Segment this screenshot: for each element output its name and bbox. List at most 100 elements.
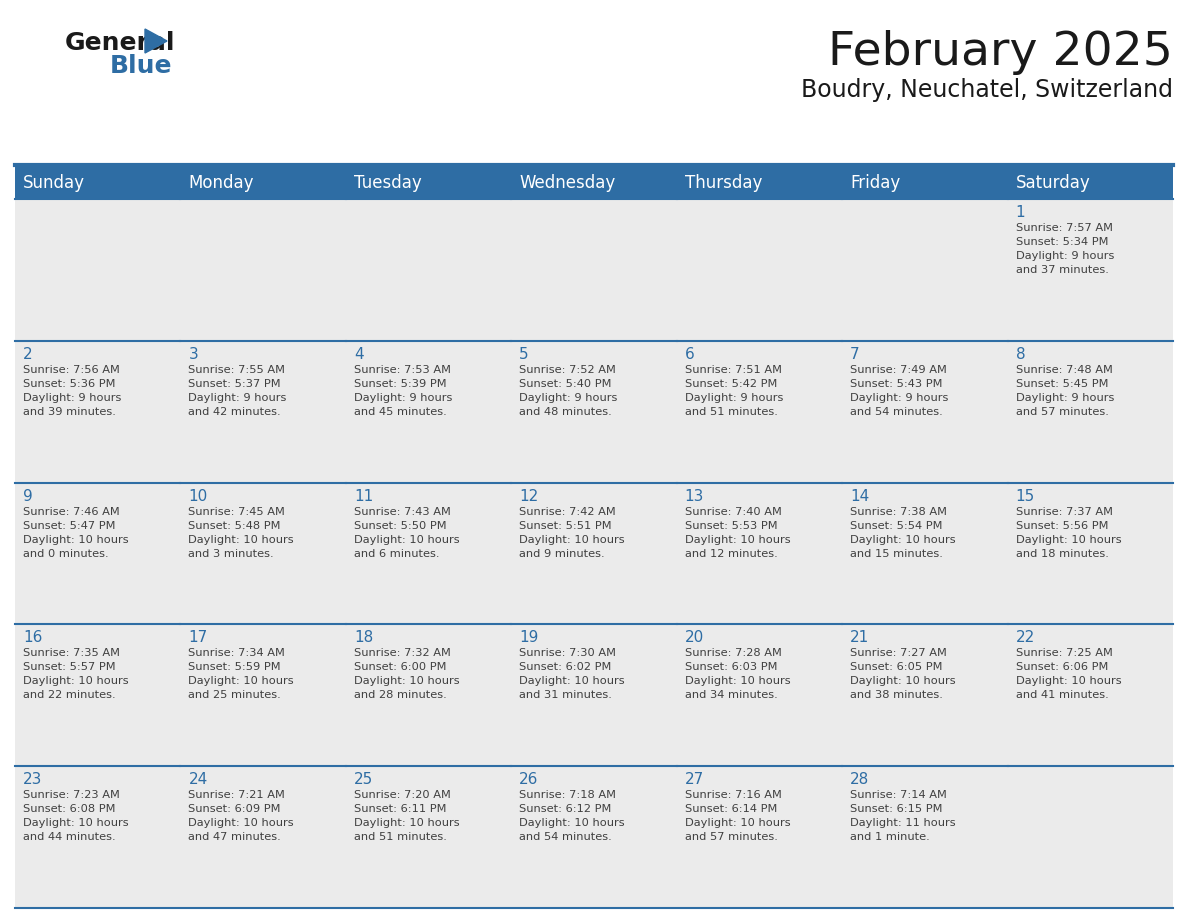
Text: and 1 minute.: and 1 minute. [851,833,930,842]
Text: Sunset: 5:42 PM: Sunset: 5:42 PM [684,379,777,389]
Text: 5: 5 [519,347,529,362]
Bar [677,483,842,624]
Text: Sunrise: 7:35 AM: Sunrise: 7:35 AM [23,648,120,658]
Text: 17: 17 [189,631,208,645]
Text: Sunset: 5:43 PM: Sunset: 5:43 PM [851,379,942,389]
Text: Sunset: 6:09 PM: Sunset: 6:09 PM [189,804,280,814]
Text: Sunrise: 7:20 AM: Sunrise: 7:20 AM [354,790,450,800]
Bar [1007,199,1173,341]
Bar [677,624,842,767]
Bar [15,624,181,767]
Text: and 12 minutes.: and 12 minutes. [684,549,777,559]
Text: Sunset: 5:54 PM: Sunset: 5:54 PM [851,521,942,531]
Text: Friday: Friday [851,174,901,192]
Text: Sunset: 5:37 PM: Sunset: 5:37 PM [189,379,282,389]
Text: Blue: Blue [110,54,172,78]
Text: Saturday: Saturday [1016,174,1091,192]
Text: 16: 16 [23,631,43,645]
Bar [842,767,1007,908]
Text: Thursday: Thursday [684,174,762,192]
Text: Sunset: 6:06 PM: Sunset: 6:06 PM [1016,663,1108,672]
Text: Sunrise: 7:21 AM: Sunrise: 7:21 AM [189,790,285,800]
Text: Sunrise: 7:16 AM: Sunrise: 7:16 AM [684,790,782,800]
Text: Sunrise: 7:48 AM: Sunrise: 7:48 AM [1016,364,1112,375]
Text: Sunrise: 7:56 AM: Sunrise: 7:56 AM [23,364,120,375]
Text: Sunrise: 7:49 AM: Sunrise: 7:49 AM [851,364,947,375]
Bar [511,767,677,908]
Text: Sunrise: 7:27 AM: Sunrise: 7:27 AM [851,648,947,658]
Text: Daylight: 10 hours: Daylight: 10 hours [354,818,460,828]
Text: Daylight: 9 hours: Daylight: 9 hours [851,393,948,403]
Text: and 3 minutes.: and 3 minutes. [189,549,274,559]
Text: Sunrise: 7:52 AM: Sunrise: 7:52 AM [519,364,617,375]
Text: and 54 minutes.: and 54 minutes. [851,407,943,417]
Bar [511,167,677,199]
Text: and 54 minutes.: and 54 minutes. [519,833,612,842]
Text: General: General [65,31,176,55]
Text: February 2025: February 2025 [828,30,1173,75]
Text: Sunset: 5:40 PM: Sunset: 5:40 PM [519,379,612,389]
Text: Sunset: 6:03 PM: Sunset: 6:03 PM [684,663,777,672]
Text: Daylight: 9 hours: Daylight: 9 hours [1016,252,1114,261]
Text: Sunrise: 7:57 AM: Sunrise: 7:57 AM [1016,223,1113,233]
Bar [842,624,1007,767]
Text: and 31 minutes.: and 31 minutes. [519,690,612,700]
Text: Sunset: 5:36 PM: Sunset: 5:36 PM [23,379,115,389]
Text: Sunset: 6:00 PM: Sunset: 6:00 PM [354,663,447,672]
Bar [1007,167,1173,199]
Text: and 22 minutes.: and 22 minutes. [23,690,115,700]
Text: Sunset: 5:48 PM: Sunset: 5:48 PM [189,521,280,531]
Bar [677,167,842,199]
Bar [181,624,346,767]
Text: Sunset: 6:12 PM: Sunset: 6:12 PM [519,804,612,814]
Bar [511,624,677,767]
Text: and 39 minutes.: and 39 minutes. [23,407,116,417]
Text: and 42 minutes.: and 42 minutes. [189,407,282,417]
Text: and 57 minutes.: and 57 minutes. [1016,407,1108,417]
Text: Daylight: 10 hours: Daylight: 10 hours [23,534,128,544]
Text: Sunrise: 7:38 AM: Sunrise: 7:38 AM [851,507,947,517]
Text: Daylight: 10 hours: Daylight: 10 hours [189,534,295,544]
Text: Sunrise: 7:30 AM: Sunrise: 7:30 AM [519,648,617,658]
Text: Daylight: 9 hours: Daylight: 9 hours [1016,393,1114,403]
Text: 9: 9 [23,488,33,504]
Text: 3: 3 [189,347,198,362]
Text: 14: 14 [851,488,870,504]
Text: Sunset: 6:11 PM: Sunset: 6:11 PM [354,804,447,814]
Text: 2: 2 [23,347,32,362]
Text: 20: 20 [684,631,704,645]
Text: and 51 minutes.: and 51 minutes. [684,407,778,417]
Text: and 25 minutes.: and 25 minutes. [189,690,282,700]
Text: Daylight: 10 hours: Daylight: 10 hours [1016,534,1121,544]
Text: and 38 minutes.: and 38 minutes. [851,690,943,700]
Text: and 34 minutes.: and 34 minutes. [684,690,777,700]
Text: 24: 24 [189,772,208,788]
Text: Daylight: 10 hours: Daylight: 10 hours [189,677,295,687]
Text: Sunset: 5:51 PM: Sunset: 5:51 PM [519,521,612,531]
Text: Sunrise: 7:55 AM: Sunrise: 7:55 AM [189,364,285,375]
Text: Wednesday: Wednesday [519,174,615,192]
Text: Daylight: 10 hours: Daylight: 10 hours [851,677,956,687]
Text: Sunset: 5:59 PM: Sunset: 5:59 PM [189,663,282,672]
Bar [1007,624,1173,767]
Text: Sunrise: 7:14 AM: Sunrise: 7:14 AM [851,790,947,800]
Bar [842,199,1007,341]
Text: 8: 8 [1016,347,1025,362]
Text: 6: 6 [684,347,695,362]
Text: Sunset: 5:53 PM: Sunset: 5:53 PM [684,521,777,531]
Text: Sunset: 5:50 PM: Sunset: 5:50 PM [354,521,447,531]
Bar [511,199,677,341]
Text: Daylight: 10 hours: Daylight: 10 hours [354,534,460,544]
Text: Daylight: 9 hours: Daylight: 9 hours [189,393,286,403]
Bar [15,767,181,908]
Bar [181,167,346,199]
Text: Sunset: 5:57 PM: Sunset: 5:57 PM [23,663,115,672]
Text: Sunset: 5:39 PM: Sunset: 5:39 PM [354,379,447,389]
Text: Daylight: 10 hours: Daylight: 10 hours [1016,677,1121,687]
Bar [181,767,346,908]
Text: 11: 11 [354,488,373,504]
Text: 7: 7 [851,347,860,362]
Bar [346,341,511,483]
Text: Sunday: Sunday [23,174,86,192]
Text: 27: 27 [684,772,704,788]
